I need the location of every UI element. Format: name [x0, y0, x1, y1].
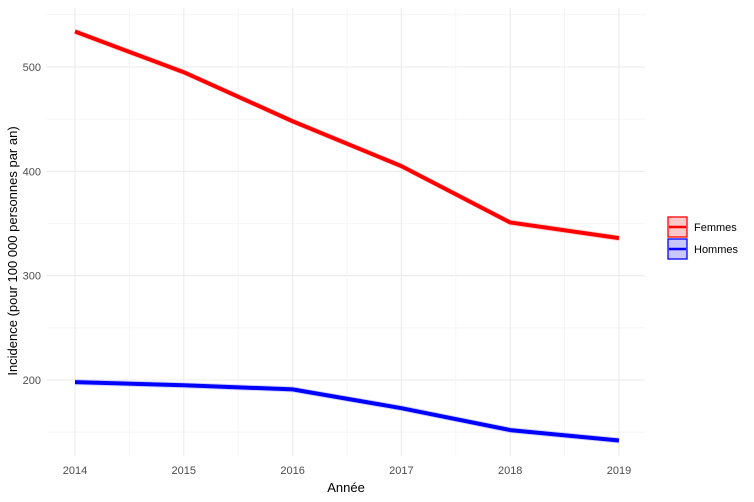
- data-series: [74, 28, 620, 444]
- x-tick-label: 2018: [498, 465, 522, 477]
- legend: Femmes Hommes: [667, 216, 739, 260]
- hommes-line: [74, 380, 620, 443]
- grid-lines: [47, 8, 645, 456]
- x-tick-label: 2015: [172, 465, 196, 477]
- y-tick-label: 500: [23, 62, 41, 74]
- femmes-ribbon: [75, 28, 619, 242]
- legend-item-femmes: Femmes: [667, 216, 737, 238]
- legend-label: Hommes: [694, 244, 739, 256]
- x-axis-ticks: 2014 2015 2016 2017 2018 2019: [63, 465, 631, 477]
- legend-item-hommes: Hommes: [667, 238, 739, 260]
- y-axis-title: Incidence (pour 100 000 personnes par an…: [5, 126, 20, 375]
- x-axis-title: Année: [327, 480, 365, 495]
- hommes-ribbon: [75, 379, 619, 444]
- y-tick-label: 300: [23, 271, 41, 283]
- x-tick-label: 2014: [63, 465, 87, 477]
- x-tick-label: 2016: [280, 465, 304, 477]
- y-tick-label: 200: [23, 375, 41, 387]
- y-axis-ticks: 200 300 400 500: [23, 62, 41, 387]
- y-tick-label: 400: [23, 166, 41, 178]
- x-tick-label: 2017: [389, 465, 413, 477]
- femmes-line: [74, 29, 620, 241]
- x-tick-label: 2019: [607, 465, 631, 477]
- legend-label: Femmes: [694, 222, 737, 234]
